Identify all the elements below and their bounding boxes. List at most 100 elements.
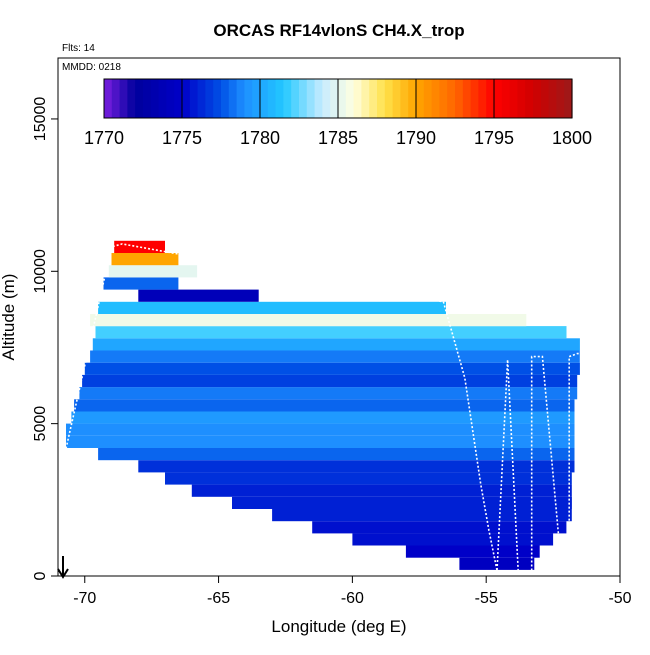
colorbar-segment: [158, 79, 167, 118]
heatmap-layer-2: [352, 533, 554, 546]
colorbar-segment: [127, 79, 136, 118]
flight-track: [62, 243, 580, 574]
heatmap-layer-4: [272, 509, 572, 522]
colorbar-segment: [400, 79, 409, 118]
colorbar-segment: [322, 79, 331, 118]
heatmap-layer-1: [405, 545, 540, 558]
heatmap-layer-0: [459, 557, 535, 570]
colorbar-segment: [345, 79, 355, 118]
heatmap-layer-25: [111, 253, 179, 266]
x-tick-label: -55: [475, 590, 498, 607]
colorbar-segment: [384, 79, 394, 118]
colorbar-segment: [369, 79, 378, 118]
colorbar-tick-label: 1775: [162, 128, 202, 148]
heatmap-layer-17: [90, 350, 580, 363]
x-axis-title: Longitude (deg E): [271, 617, 406, 636]
colorbar-segment: [260, 79, 269, 118]
colorbar-segment: [213, 79, 222, 118]
heatmap-layer-23: [103, 277, 179, 290]
colorbar-segment: [416, 79, 425, 118]
heatmap-layer-16: [84, 362, 580, 375]
mmdd-annotation: MMDD: 0218: [62, 62, 121, 73]
colorbar-segment: [455, 79, 464, 118]
heatmap-cells: [66, 240, 580, 570]
colorbar-segment: [252, 79, 261, 118]
colorbar-segment: [150, 79, 160, 118]
x-tick-label: -60: [341, 590, 364, 607]
y-axis-title: Altitude (m): [0, 274, 18, 361]
heatmap-layer-12: [71, 411, 575, 424]
plot-frame: [57, 57, 621, 577]
colorbar: 1770 1775 1780 1785 1790 1795 1800: [84, 78, 592, 148]
colorbar-segment: [447, 79, 456, 118]
colorbar-segment: [267, 79, 277, 118]
heatmap-layer-19: [95, 326, 567, 339]
colorbar-segment: [548, 79, 557, 118]
colorbar-segment: [470, 79, 479, 118]
colorbar-segment: [408, 79, 417, 118]
y-tick-label: 0: [32, 571, 49, 580]
colorbar-segment: [221, 79, 230, 118]
colorbar-segment: [244, 79, 253, 118]
colorbar-segment: [517, 79, 526, 118]
colorbar-segment: [525, 79, 534, 118]
heatmap-layer-21: [98, 301, 446, 314]
heatmap-layer-9: [98, 448, 575, 461]
colorbar-segment: [501, 79, 511, 118]
colorbar-segment: [119, 79, 128, 118]
colorbar-segment: [228, 79, 238, 118]
heatmap-layer-15: [82, 374, 578, 388]
colorbar-segment: [166, 79, 175, 118]
heatmap-layer-6: [191, 484, 572, 497]
colorbar-segment: [494, 79, 503, 118]
colorbar-segment: [377, 79, 386, 118]
colorbar-segment: [283, 79, 292, 118]
heatmap-layer-13: [74, 399, 575, 412]
y-axis: 0 5000 10000 15000: [32, 97, 58, 580]
colorbar-tick-label: 1800: [552, 128, 592, 148]
x-tick-label: -65: [207, 590, 230, 607]
colorbar-segment: [361, 79, 370, 118]
colorbar-segment: [392, 79, 401, 118]
colorbar-segment: [306, 79, 316, 118]
colorbar-segment: [338, 79, 347, 118]
colorbar-segment: [314, 79, 323, 118]
colorbar-tick-label: 1795: [474, 128, 514, 148]
flight-track-line: [62, 243, 580, 574]
colorbar-segment: [174, 79, 183, 118]
colorbar-segment: [564, 79, 573, 118]
heatmap-layer-20: [90, 314, 527, 327]
colorbar-segment: [291, 79, 300, 118]
colorbar-segment: [478, 79, 487, 118]
colorbar-segment: [205, 79, 214, 118]
colorbar-segment: [533, 79, 542, 118]
north-arrow-icon: [57, 556, 69, 579]
y-tick-label: 5000: [32, 406, 49, 442]
colorbar-segment: [439, 79, 448, 118]
colorbar-segment: [111, 79, 121, 118]
colorbar-tick-label: 1770: [84, 128, 124, 148]
heatmap-layer-11: [66, 423, 575, 436]
y-tick-label: 10000: [32, 249, 49, 294]
colorbar-tick-label: 1790: [396, 128, 436, 148]
heatmap-layer-18: [92, 338, 580, 351]
flights-annotation: Flts: 14: [62, 43, 95, 54]
chart-title: ORCAS RF14vlonS CH4.X_trop: [213, 21, 464, 40]
heatmap-layer-3: [312, 521, 567, 534]
colorbar-segment: [330, 79, 339, 118]
colorbar-segment: [556, 79, 565, 118]
colorbar-segment: [275, 79, 284, 118]
colorbar-segment: [540, 79, 550, 118]
colorbar-segment: [135, 79, 144, 118]
heatmap-layer-24: [108, 265, 198, 278]
colorbar-segment: [104, 79, 113, 118]
x-tick-label: -50: [608, 590, 631, 607]
heatmap-layer-5: [232, 496, 572, 509]
colorbar-segment: [431, 79, 440, 118]
heatmap-layer-7: [165, 472, 572, 485]
colorbar-segment: [423, 79, 433, 118]
colorbar-tick-label: 1785: [318, 128, 358, 148]
y-tick-label: 15000: [32, 97, 49, 142]
